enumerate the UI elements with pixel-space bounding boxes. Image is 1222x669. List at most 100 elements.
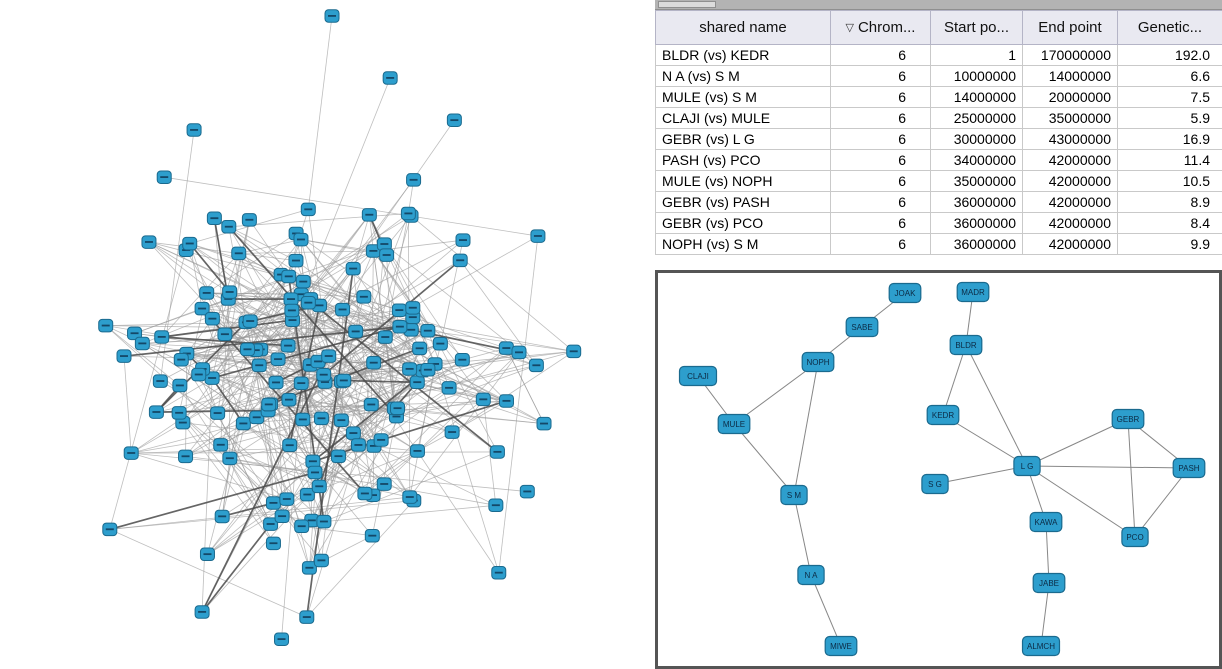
network-node[interactable] [441,381,457,395]
network-node[interactable] [102,522,118,537]
network-node[interactable] [335,302,351,317]
network-node[interactable] [345,426,361,440]
network-node[interactable] [379,248,395,262]
network-node[interactable] [498,341,514,355]
network-node[interactable] [377,330,393,344]
network-node[interactable] [178,449,194,464]
network-node[interactable] [536,416,552,431]
network-node[interactable] [231,246,247,261]
network-node[interactable] [382,71,398,85]
network-node[interactable] [519,484,535,499]
column-header-3[interactable]: End point [1022,10,1118,45]
network-node[interactable] [213,438,229,452]
network-node-gebr[interactable]: GEBR [1111,408,1145,430]
network-node[interactable] [350,438,366,452]
network-node[interactable] [345,261,361,276]
network-node[interactable] [400,206,416,221]
subnetwork-panel[interactable]: JOAK SABE NOPH CLAJI MULE S M N A MIWE MADR BLDR K… [655,270,1222,669]
network-node-pco[interactable]: PCO [1121,526,1149,548]
network-node[interactable] [182,236,198,251]
network-node[interactable] [171,406,187,420]
network-node[interactable] [222,285,238,299]
network-node[interactable] [488,498,504,513]
network-node[interactable] [311,479,327,494]
network-node[interactable] [455,233,471,247]
network-node[interactable] [282,438,298,453]
network-node[interactable] [199,547,215,562]
network-node[interactable] [300,202,316,217]
network-node[interactable] [214,509,230,524]
network-node-almch[interactable]: ALMCH [1021,635,1061,657]
network-node[interactable] [294,519,310,534]
network-node[interactable] [293,376,309,390]
network-node-miwe[interactable]: MIWE [824,635,858,657]
network-node[interactable] [251,358,267,373]
network-node[interactable] [261,397,277,412]
network-node[interactable] [392,319,408,334]
table-horizontal-scrollbar[interactable] [655,0,1222,10]
network-node[interactable] [321,349,337,363]
network-node[interactable] [301,561,317,575]
network-node[interactable] [186,123,202,137]
network-node[interactable] [199,286,215,300]
network-node[interactable] [141,235,157,249]
table-row[interactable]: PASH (vs) PCO 6 34000000 42000000 11.4 [655,149,1222,171]
network-node[interactable] [123,446,139,460]
subnetwork-canvas[interactable]: JOAK SABE NOPH CLAJI MULE S M N A MIWE MADR BLDR K… [658,273,1219,666]
network-node[interactable] [357,486,373,501]
network-node[interactable] [284,303,300,318]
column-header-1[interactable]: ▽ Chrom... [830,10,931,45]
network-node[interactable] [274,632,290,646]
network-node[interactable] [432,336,448,351]
network-node[interactable] [528,358,544,373]
network-node[interactable] [366,356,382,370]
network-node-kawa[interactable]: KAWA [1029,511,1063,533]
network-node[interactable] [333,413,349,428]
network-node[interactable] [295,274,311,289]
network-node[interactable] [489,445,505,459]
network-node[interactable] [313,553,329,568]
network-node[interactable] [420,363,436,377]
network-node[interactable] [307,465,323,480]
network-node[interactable] [324,9,340,23]
column-header-2[interactable]: Start po... [930,10,1023,45]
network-node[interactable] [412,341,428,356]
network-node[interactable] [390,401,406,416]
network-node[interactable] [316,368,332,382]
network-node[interactable] [148,405,164,419]
network-node[interactable] [242,314,258,328]
network-node[interactable] [491,566,507,580]
network-node[interactable] [281,269,297,284]
network-node[interactable] [305,454,321,469]
network-node[interactable] [356,290,372,304]
network-node[interactable] [204,311,220,326]
table-row[interactable]: CLAJI (vs) MULE 6 25000000 35000000 5.9 [655,107,1222,129]
network-node[interactable] [270,352,286,366]
network-node[interactable] [274,509,290,524]
network-node[interactable] [446,113,462,127]
network-node-bldr[interactable]: BLDR [949,334,983,356]
network-node-l-g[interactable]: L G [1013,455,1041,477]
network-node-mule[interactable]: MULE [717,413,751,435]
network-node[interactable] [281,392,297,407]
network-node[interactable] [316,514,332,529]
network-node[interactable] [283,292,299,306]
column-header-0[interactable]: shared name [655,10,831,45]
network-node[interactable] [300,295,316,310]
network-node[interactable] [376,477,392,491]
network-node[interactable] [293,232,309,247]
network-node[interactable] [263,517,279,531]
table-row[interactable]: NOPH (vs) S M 6 36000000 42000000 9.9 [655,233,1222,255]
network-node[interactable] [330,449,346,464]
network-node[interactable] [420,324,436,338]
network-node[interactable] [498,394,514,408]
network-node[interactable] [336,373,352,388]
network-node[interactable] [249,410,265,425]
network-node[interactable] [280,338,296,353]
network-node-jabe[interactable]: JABE [1032,572,1066,594]
table-row[interactable]: GEBR (vs) L G 6 30000000 43000000 16.9 [655,128,1222,150]
network-node[interactable] [279,492,295,506]
table-row[interactable]: MULE (vs) S M 6 14000000 20000000 7.5 [655,86,1222,108]
network-node[interactable] [217,327,233,342]
network-node-noph[interactable]: NOPH [801,351,835,373]
